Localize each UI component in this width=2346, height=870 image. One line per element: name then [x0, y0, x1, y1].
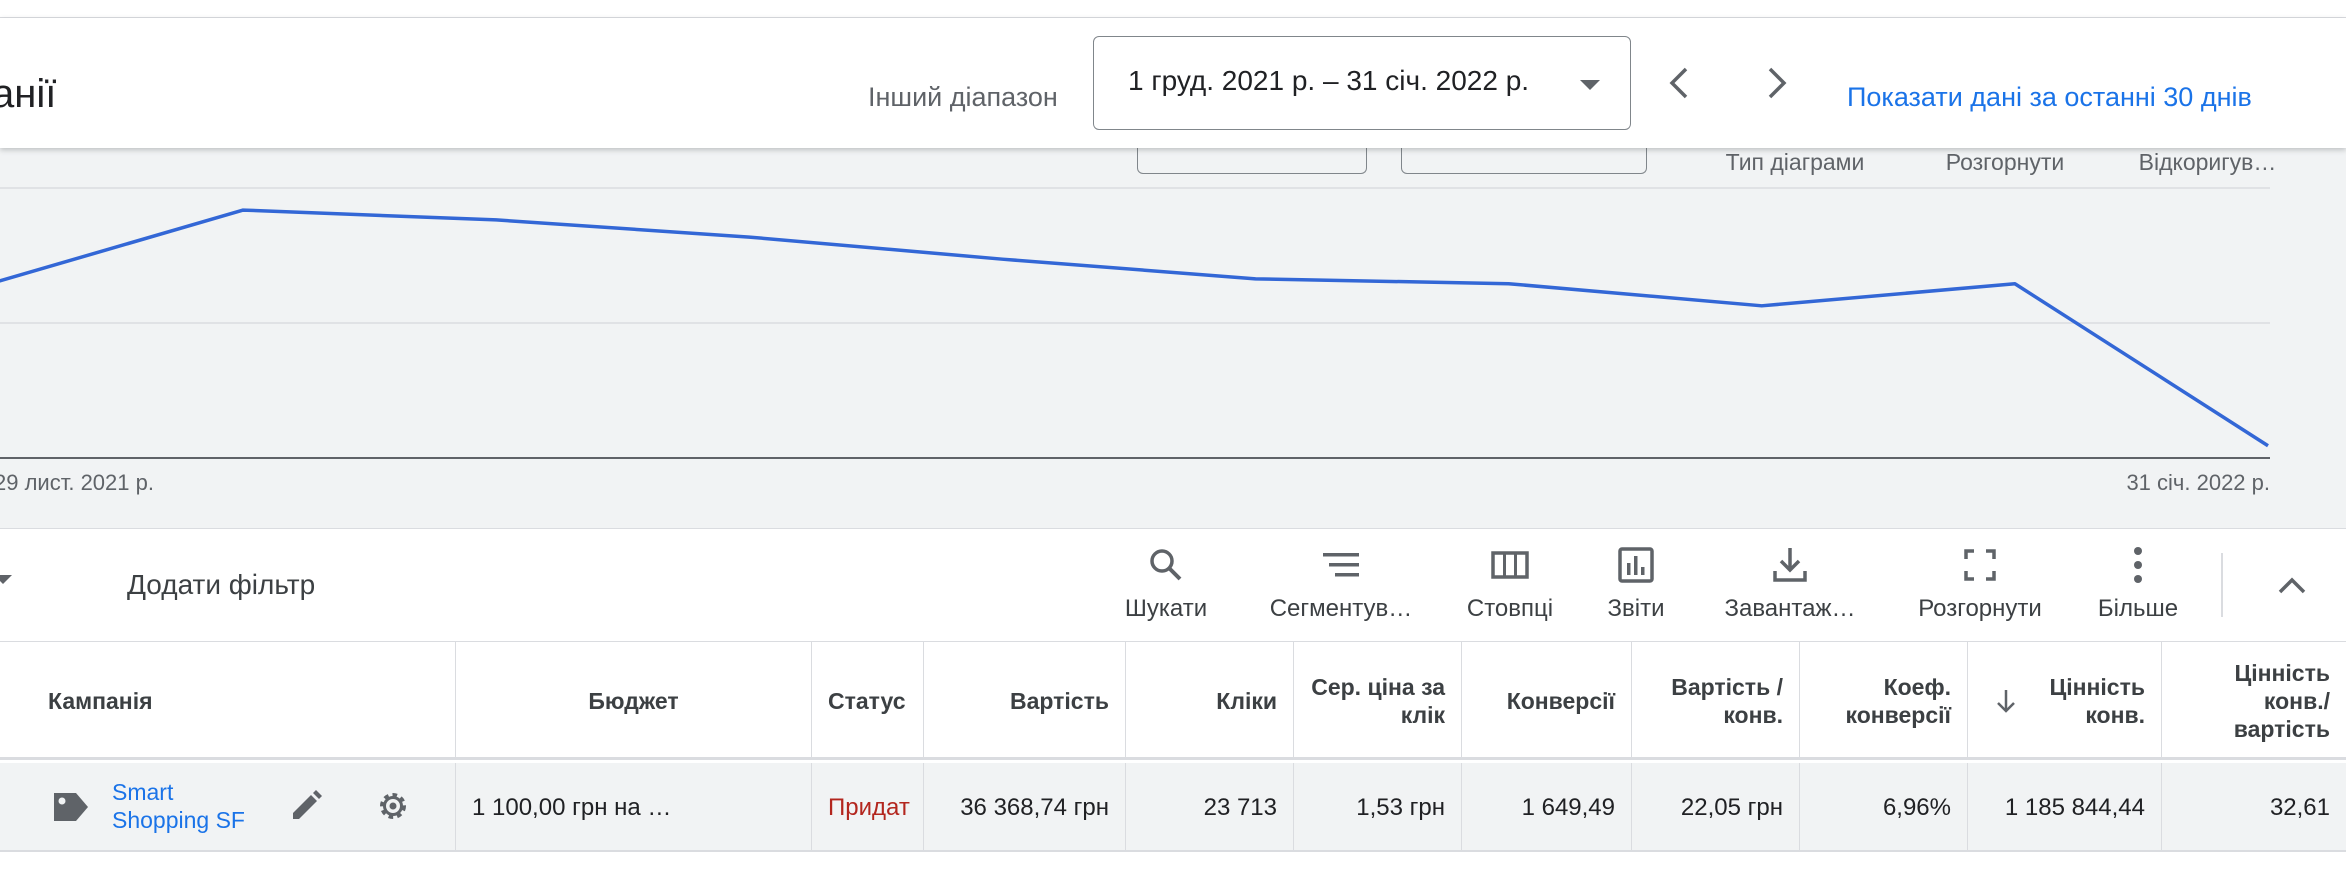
budget-value: 1 100,00 грн на …: [472, 793, 672, 821]
cell-status: Придат: [812, 763, 924, 852]
cell-avg-cpc: 1,53 грн: [1294, 763, 1462, 852]
chart-expand-button[interactable]: Розгорнути: [1945, 149, 2065, 175]
col-conv-rate-label: Коеф. конверсії: [1845, 674, 1951, 728]
col-status-label: Статус: [828, 688, 906, 714]
cell-cost-per-conv: 22,05 грн: [1632, 763, 1800, 852]
columns-label: Стовпці: [1466, 595, 1554, 622]
download-icon: [1773, 548, 1807, 582]
col-avg-cpc-label: Сер. ціна за клік: [1311, 674, 1445, 728]
col-conversions-label: Конверсії: [1506, 688, 1615, 714]
cell-campaign: Smart Shopping SF: [0, 763, 456, 852]
series-line-0: [0, 208, 2269, 448]
col-conv-value[interactable]: Цінність конв.: [1968, 642, 2162, 760]
col-avg-cpc[interactable]: Сер. ціна за клік: [1294, 642, 1462, 760]
col-campaign-label: Кампанія: [48, 688, 153, 714]
sort-descending-icon[interactable]: [1992, 687, 2020, 715]
cell-cost: 36 368,74 грн: [924, 763, 1126, 852]
filter-dropdown-icon[interactable]: [0, 575, 12, 584]
cell-conversions: 1 649,49: [1462, 763, 1632, 852]
chevron-up-icon[interactable]: [2272, 565, 2312, 605]
date-range-label: Інший діапазон: [868, 82, 1058, 112]
col-clicks-label: Кліки: [1216, 688, 1277, 714]
edit-pencil-icon[interactable]: [288, 788, 324, 824]
date-range-value: 1 груд. 2021 р. – 31 січ. 2022 р.: [1128, 65, 1530, 96]
cell-conv-rate: 6,96%: [1800, 763, 1968, 852]
clicks-value: 23 713: [1203, 793, 1277, 821]
col-cost-per-conv-label: Вартість / конв.: [1671, 674, 1783, 728]
chevron-right-icon[interactable]: [1756, 63, 1796, 103]
col-budget-label: Бюджет: [588, 688, 679, 714]
col-clicks[interactable]: Кліки: [1126, 642, 1294, 760]
show-last-30-days-link[interactable]: Показати дані за останні 30 днів: [1847, 82, 2252, 112]
date-range-picker[interactable]: 1 груд. 2021 р. – 31 січ. 2022 р.: [1093, 36, 1631, 130]
reports-button[interactable]: Звіти: [1598, 545, 1674, 635]
col-campaign[interactable]: Кампанія: [0, 642, 456, 760]
x-tick-start: 29 лист. 2021 р.: [0, 470, 154, 495]
conversions-value: 1 649,49: [1521, 793, 1615, 821]
line-chart: [0, 187, 2270, 459]
dropdown-caret-icon: [1580, 80, 1600, 90]
value-per-cost-value: 32,61: [2269, 793, 2330, 821]
col-conv-value-label: Цінність конв.: [2049, 674, 2145, 728]
columns-icon: [1491, 551, 1529, 579]
page-header: анії Інший діапазон 1 груд. 2021 р. – 31…: [0, 18, 2346, 148]
columns-button[interactable]: Стовпці: [1462, 545, 1558, 635]
more-label: Більше: [2097, 595, 2179, 622]
col-value-per-cost-label: Цінність конв./ вартість: [2233, 660, 2330, 742]
performance-chart: Тип діаграми Розгорнути Відкоригув… 29 л…: [0, 148, 2346, 528]
metric-selector-2[interactable]: [1401, 148, 1647, 174]
page-title: анії: [0, 72, 57, 116]
chart-type-button[interactable]: Тип діаграми: [1725, 149, 1865, 175]
expand-button[interactable]: Розгорнути: [1912, 545, 2048, 635]
col-status[interactable]: Статус: [812, 642, 924, 760]
more-button[interactable]: Більше: [2088, 545, 2188, 635]
more-vert-icon: [2134, 547, 2142, 583]
cell-value-per-cost: 32,61: [2162, 763, 2346, 852]
cell-conv-value: 1 185 844,44: [1968, 763, 2162, 852]
download-label: Завантаж…: [1724, 595, 1856, 622]
top-strip: [0, 0, 2346, 18]
table-row[interactable]: [0, 854, 2346, 870]
segment-label: Сегментув…: [1269, 595, 1413, 622]
table-toolbar: Додати фільтр Шукати Сегментув… Стовпці: [0, 528, 2346, 642]
col-cost-per-conv[interactable]: Вартість / конв.: [1632, 642, 1800, 760]
search-button[interactable]: Шукати: [1120, 545, 1212, 635]
cost-per-conv-value: 22,05 грн: [1680, 793, 1783, 821]
segment-icon: [1323, 553, 1359, 577]
fullscreen-icon: [1964, 549, 1996, 581]
search-label: Шукати: [1124, 595, 1208, 622]
col-budget[interactable]: Бюджет: [456, 642, 812, 760]
col-cost-label: Вартість: [1010, 688, 1109, 714]
reports-icon: [1618, 547, 1654, 583]
settings-gear-icon[interactable]: [374, 787, 412, 825]
campaigns-table: Кампанія Бюджет Статус Вартість Кліки Се…: [0, 642, 2346, 870]
add-filter-button[interactable]: Додати фільтр: [127, 569, 316, 600]
metric-selector-1[interactable]: [1137, 148, 1367, 174]
table-row[interactable]: Smart Shopping SF 1 100,00 грн на … Прид…: [0, 763, 2346, 852]
toolbar-divider: [2221, 553, 2223, 617]
cell-clicks: 23 713: [1126, 763, 1294, 852]
chevron-left-icon[interactable]: [1660, 63, 1700, 103]
col-cost[interactable]: Вартість: [924, 642, 1126, 760]
download-button[interactable]: Завантаж…: [1716, 545, 1864, 635]
status-value: Придат: [828, 793, 910, 821]
conv-rate-value: 6,96%: [1882, 793, 1951, 821]
shopping-tag-icon: [54, 793, 88, 821]
cell-budget[interactable]: 1 100,00 грн на …: [456, 763, 812, 852]
search-icon: [1150, 549, 1182, 581]
reports-label: Звіти: [1607, 595, 1665, 622]
table-header-row: Кампанія Бюджет Статус Вартість Кліки Се…: [0, 642, 2346, 760]
col-conversions[interactable]: Конверсії: [1462, 642, 1632, 760]
avg-cpc-value: 1,53 грн: [1356, 793, 1445, 821]
segment-button[interactable]: Сегментув…: [1266, 545, 1416, 635]
campaign-name-link[interactable]: Smart Shopping SF: [112, 779, 245, 833]
cost-value: 36 368,74 грн: [960, 793, 1109, 821]
conv-value-value: 1 185 844,44: [2004, 793, 2145, 821]
col-conv-rate[interactable]: Коеф. конверсії: [1800, 642, 1968, 760]
expand-label: Розгорнути: [1918, 595, 2042, 622]
x-tick-end: 31 січ. 2022 р.: [2126, 470, 2270, 495]
col-value-per-cost[interactable]: Цінність конв./ вартість: [2162, 642, 2346, 760]
